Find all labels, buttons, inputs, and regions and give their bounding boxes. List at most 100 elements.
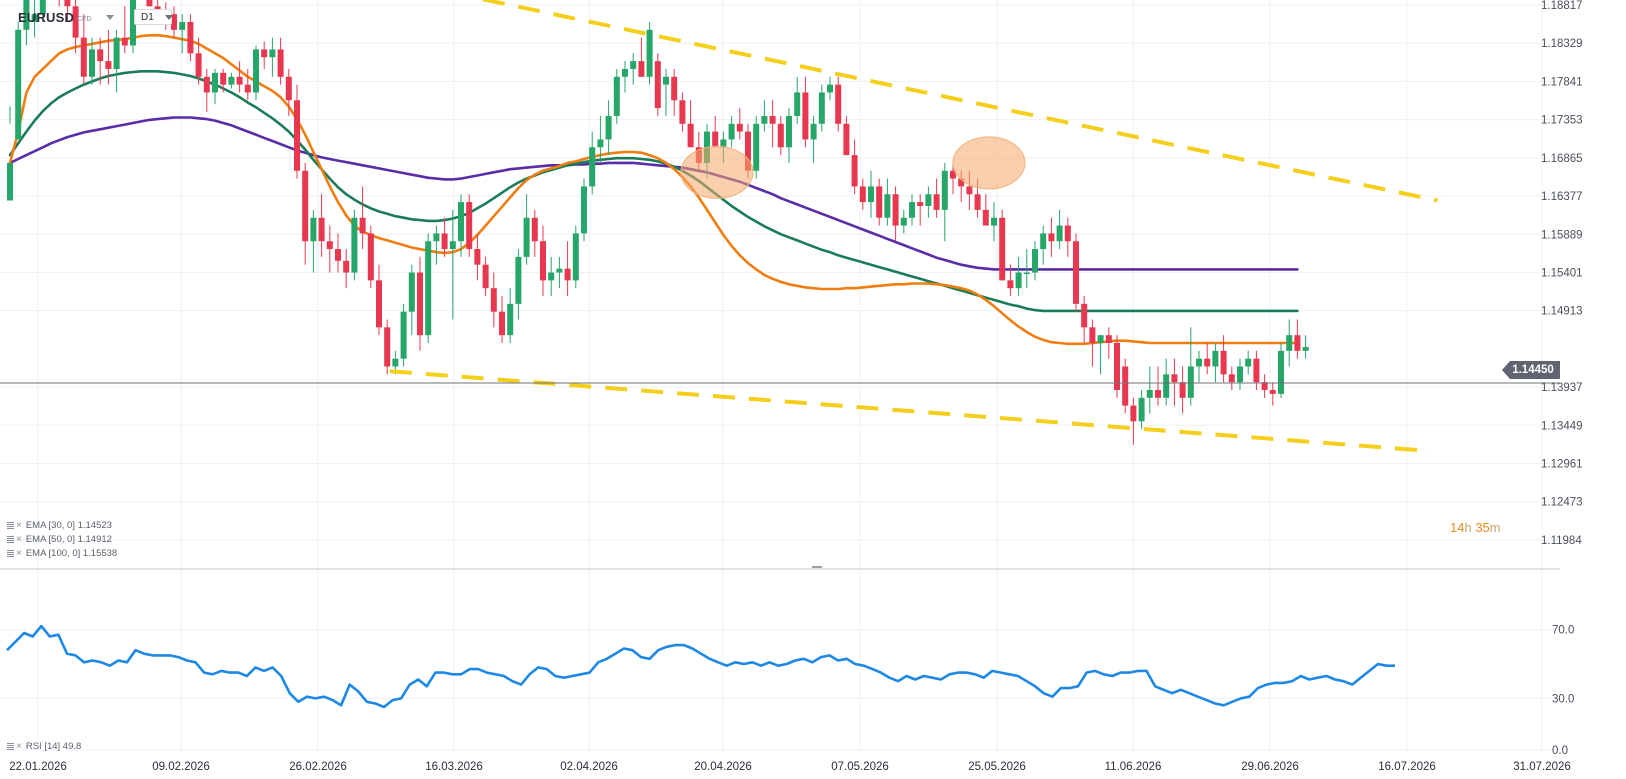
bullish-candle[interactable] [1302,335,1309,359]
bearish-candle[interactable] [835,76,842,132]
bearish-candle[interactable] [294,84,300,179]
bullish-candle[interactable] [761,100,768,132]
bullish-candle[interactable] [523,194,530,265]
bullish-candle[interactable] [810,115,817,163]
bullish-candle[interactable] [663,68,669,116]
bearish-candle[interactable] [285,68,292,116]
symbol-selector[interactable]: EURUSD CFD [18,10,114,25]
bullish-candle[interactable] [507,288,514,344]
bullish-candle[interactable] [1146,366,1153,414]
bullish-candle[interactable] [7,106,13,201]
bearish-candle[interactable] [466,194,473,257]
highlight-ellipse[interactable] [952,136,1026,190]
pane-resize-handle[interactable] [812,566,822,568]
bullish-candle[interactable] [909,194,915,226]
bearish-candle[interactable] [843,115,850,156]
bullish-candle[interactable] [794,76,801,124]
bearish-candle[interactable] [859,178,866,210]
bearish-candle[interactable] [195,37,202,85]
bullish-candle[interactable] [1163,358,1170,406]
bearish-candle[interactable] [490,272,497,328]
legend-ema-100[interactable]: × EMA [100, 0] 1.15538 [6,548,117,559]
bullish-candle[interactable] [310,209,317,273]
bearish-candle[interactable] [679,92,686,132]
bullish-candle[interactable] [433,225,440,265]
bullish-candle[interactable] [228,72,235,89]
bearish-candle[interactable] [326,225,333,273]
bullish-candle[interactable] [1097,335,1104,375]
bearish-candle[interactable] [236,61,243,93]
bearish-candle[interactable] [712,115,719,148]
bearish-candle[interactable] [335,233,341,273]
bullish-candle[interactable] [269,37,276,77]
bearish-candle[interactable] [146,0,153,7]
trendline[interactable] [413,0,1438,203]
bearish-candle[interactable] [1122,358,1129,414]
bullish-candle[interactable] [39,0,46,22]
bearish-candle[interactable] [1130,397,1137,445]
bullish-candle[interactable] [1212,343,1219,383]
bearish-candle[interactable] [1089,319,1096,367]
bullish-candle[interactable] [884,178,891,226]
bullish-candle[interactable] [827,76,833,101]
bullish-candle[interactable] [613,68,620,124]
legend-ema-30[interactable]: × EMA [30, 0] 1.14523 [6,520,112,531]
bearish-candle[interactable] [482,256,489,297]
bearish-candle[interactable] [736,108,743,140]
bearish-candle[interactable] [105,29,112,85]
bearish-candle[interactable] [1269,382,1276,406]
bullish-candle[interactable] [351,209,358,281]
bearish-candle[interactable] [540,225,546,297]
bearish-candle[interactable] [531,209,538,257]
bearish-candle[interactable] [917,194,924,226]
bearish-candle[interactable] [441,217,448,257]
bullish-candle[interactable] [589,131,596,195]
timeframe-dropdown-icon[interactable] [164,14,173,20]
bullish-candle[interactable] [400,303,407,367]
bearish-candle[interactable] [1064,217,1071,257]
bullish-candle[interactable] [786,108,792,163]
bearish-candle[interactable] [851,139,858,195]
bearish-candle[interactable] [203,68,210,113]
bearish-candle[interactable] [1228,366,1235,390]
bearish-candle[interactable] [982,194,989,226]
bullish-candle[interactable] [458,194,464,257]
timeframe-selector[interactable]: D1 [134,9,173,25]
close-icon[interactable]: × [16,548,22,559]
bearish-candle[interactable] [950,162,956,195]
bullish-candle[interactable] [753,115,760,179]
bearish-candle[interactable] [1171,358,1178,406]
bearish-candle[interactable] [64,0,71,22]
bearish-candle[interactable] [1294,319,1301,359]
bullish-candle[interactable] [728,115,735,148]
settings-icon[interactable] [6,535,15,544]
bearish-candle[interactable] [1114,335,1120,398]
bearish-candle[interactable] [220,68,227,93]
bearish-candle[interactable] [1105,327,1112,359]
bullish-candle[interactable] [991,202,997,242]
bearish-candle[interactable] [384,319,391,375]
close-icon[interactable]: × [16,534,22,545]
bearish-candle[interactable] [933,178,940,218]
bearish-candle[interactable] [1007,264,1014,297]
bearish-candle[interactable] [359,186,366,250]
bearish-candle[interactable] [261,41,268,69]
bullish-candle[interactable] [1032,241,1038,281]
bearish-candle[interactable] [802,76,809,148]
bearish-candle[interactable] [769,100,776,148]
bearish-candle[interactable] [1204,343,1211,375]
bullish-candle[interactable] [425,233,432,344]
bullish-candle[interactable] [581,178,587,242]
bearish-candle[interactable] [187,14,194,62]
bearish-candle[interactable] [417,256,423,351]
legend-rsi[interactable]: × RSI [14] 49.8 [6,741,81,752]
bullish-candle[interactable] [646,21,653,85]
bearish-candle[interactable] [80,14,87,85]
bearish-candle[interactable] [876,178,883,226]
bullish-candle[interactable] [572,225,579,289]
bullish-candle[interactable] [89,37,95,85]
bullish-candle[interactable] [556,256,563,289]
bearish-candle[interactable] [244,68,251,101]
bearish-candle[interactable] [302,162,309,265]
